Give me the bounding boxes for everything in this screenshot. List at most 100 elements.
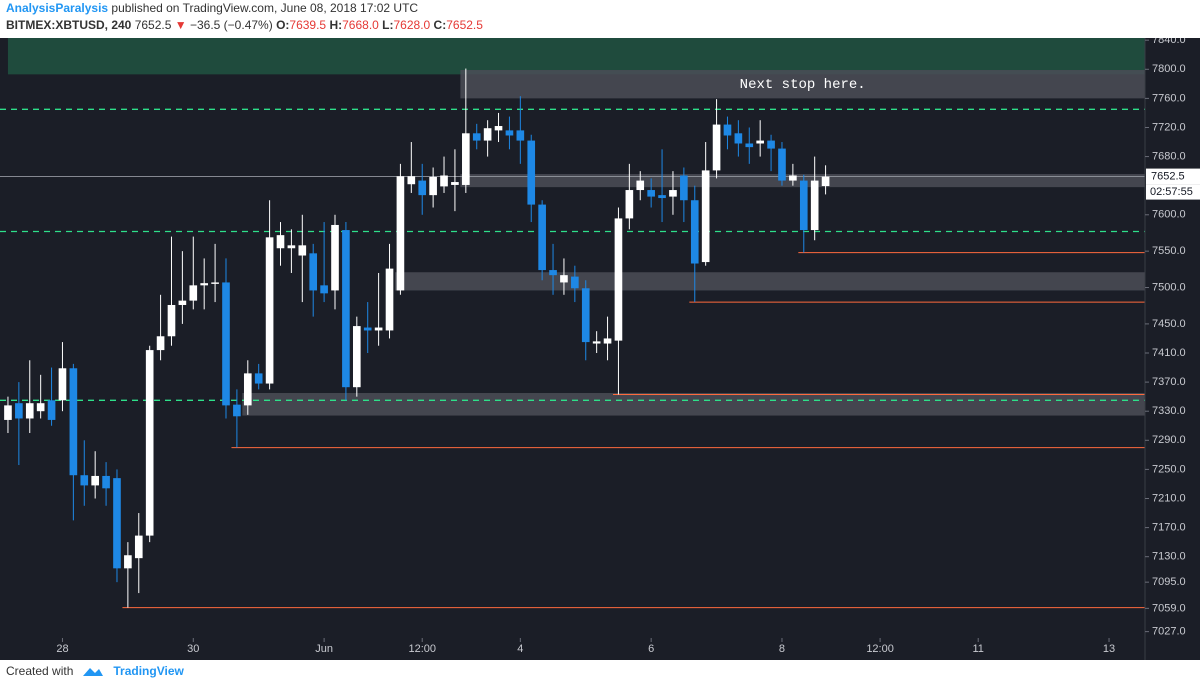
x-tick-label: Jun	[315, 643, 333, 655]
y-tick-label: 7600.0	[1152, 209, 1186, 221]
ohlc-value: 7668.0	[342, 18, 379, 32]
candle-body	[243, 373, 252, 406]
author[interactable]: AnalysisParalysis	[6, 1, 109, 15]
candle-body	[352, 326, 361, 388]
candle-body	[494, 126, 503, 131]
zone	[242, 393, 1145, 416]
candle-body	[320, 285, 328, 294]
candle-body	[124, 555, 132, 569]
candle-body	[669, 190, 677, 197]
y-tick-label: 7500.0	[1152, 281, 1186, 293]
x-tick-label: 30	[187, 643, 199, 655]
candle-body	[69, 368, 78, 476]
candle-body	[418, 180, 427, 196]
ohlc-value: 7639.5	[289, 18, 327, 32]
candle-body	[178, 300, 187, 305]
x-tick-label: 6	[648, 643, 654, 655]
y-tick-label: 7027.0	[1152, 626, 1186, 638]
candle-body	[298, 245, 307, 256]
candle-body	[701, 170, 710, 263]
y-tick-label: 7095.0	[1152, 576, 1186, 588]
candle-body	[265, 237, 274, 384]
candle-body	[4, 405, 12, 420]
candle-body	[767, 140, 775, 149]
symbol: BITMEX:XBTUSD, 240	[6, 18, 132, 32]
candle-body	[80, 475, 89, 486]
candle-body	[113, 478, 121, 569]
candle-body	[472, 133, 481, 141]
ohlc-value: 7628.0	[393, 18, 431, 32]
y-tick-label: 7550.0	[1152, 245, 1186, 257]
chart: Next stop here. 7840.0 7800.0 7760.0 7720.0 7…	[0, 38, 1200, 660]
x-tick-label: 4	[517, 643, 523, 655]
candle-body	[156, 336, 165, 351]
candle-body	[374, 327, 383, 331]
candle-body	[756, 140, 764, 144]
candle-body	[429, 176, 437, 196]
chart-bg	[0, 38, 1200, 660]
candle-body	[516, 130, 525, 141]
candle-body	[91, 475, 99, 486]
candle-body	[636, 180, 645, 191]
candle-body	[200, 283, 209, 286]
candle-body	[276, 235, 285, 249]
x-tick-label: 12:00	[408, 643, 436, 655]
brand[interactable]: TradingView	[113, 664, 184, 678]
candle-body	[538, 204, 546, 271]
candle-body	[592, 341, 601, 344]
header: AnalysisParalysis published on TradingVi…	[6, 0, 483, 34]
candle-body	[560, 275, 568, 283]
footer: Created with TradingView	[6, 664, 184, 678]
y-tick-label: 7290.0	[1152, 434, 1186, 446]
y-tick-label: 7370.0	[1152, 376, 1186, 388]
ohlc-value: 7652.5	[446, 18, 483, 32]
candle-body	[625, 190, 634, 219]
y-tick-label: 7450.0	[1152, 318, 1186, 330]
y-tick-label: 7170.0	[1152, 522, 1186, 534]
candle-body	[549, 270, 557, 276]
ohlc-label: L:	[382, 18, 394, 32]
zone-label: Next stop here.	[740, 77, 866, 93]
candle-body	[462, 133, 470, 185]
candle-body	[571, 276, 579, 289]
candle-body	[342, 230, 350, 388]
candle-body	[581, 288, 590, 343]
y-tick-label: 7410.0	[1152, 347, 1186, 359]
candle-body	[396, 176, 405, 291]
candle-body	[189, 285, 198, 301]
candle-body	[527, 140, 536, 205]
price: 7652.5	[134, 18, 172, 32]
candle-body	[407, 176, 416, 185]
candle-body	[363, 327, 372, 331]
y-tick-label: 7680.0	[1152, 150, 1186, 162]
zone	[394, 272, 1145, 291]
countdown-box	[1146, 184, 1200, 200]
y-tick-label: 7800.0	[1152, 63, 1186, 75]
x-tick-label: 12:00	[866, 643, 894, 655]
candle-body	[451, 182, 459, 185]
ohlc-label: O:	[276, 18, 290, 32]
candle-body	[603, 338, 612, 344]
candle-body	[483, 128, 492, 141]
candle-body	[799, 180, 808, 231]
ohlc-label: H:	[329, 18, 343, 32]
logo	[83, 668, 104, 676]
candle-body	[745, 143, 754, 148]
top-zone	[7, 38, 1145, 75]
candle-body	[821, 176, 830, 187]
last-price-label: 7652.5	[1151, 170, 1185, 182]
candle-body	[145, 350, 154, 536]
x-tick-label: 28	[56, 643, 68, 655]
y-tick-label: 7720.0	[1152, 121, 1186, 133]
candle-body	[385, 268, 394, 331]
candle-body	[810, 180, 819, 231]
y-tick-label: 7330.0	[1152, 405, 1186, 417]
candle-body	[254, 373, 263, 384]
candle-body	[167, 304, 176, 337]
candle-body	[789, 175, 797, 181]
candle-body	[440, 175, 448, 187]
symbol-line: BITMEX:XBTUSD, 240 7652.5 ▼ −36.5 (−0.47…	[6, 17, 483, 34]
candle-body	[647, 190, 655, 197]
zone	[460, 70, 1145, 99]
